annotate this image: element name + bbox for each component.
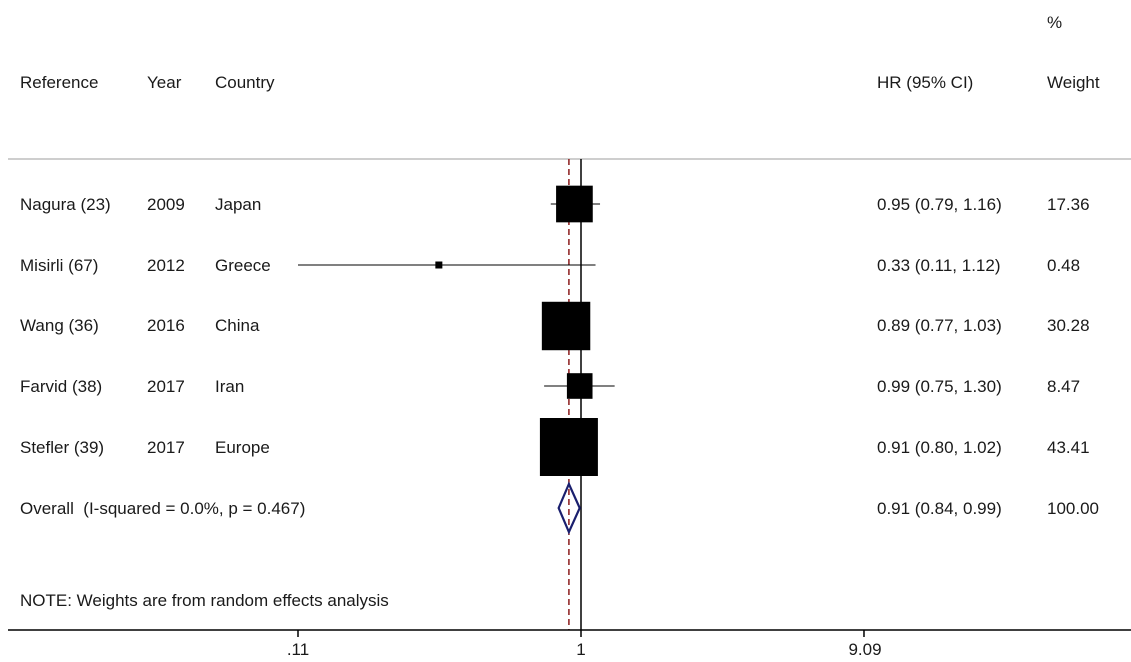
study-reference: Wang (36) [20,316,99,335]
study-country: Japan [215,195,262,214]
study-hr: 0.89 (0.77, 1.03) [877,316,1002,335]
study-country: Greece [215,256,271,275]
study-country: Iran [215,377,245,396]
overall-weight: 100.00 [1047,499,1099,518]
study-reference: Misirli (67) [20,256,99,275]
x-tick-label: 1 [576,640,586,659]
study-hr: 0.99 (0.75, 1.30) [877,377,1002,396]
year-header: Year [147,73,182,92]
study-weight: 0.48 [1047,256,1081,275]
footnote: NOTE: Weights are from random effects an… [20,591,389,610]
weight-box [566,373,593,399]
overall-hr: 0.91 (0.84, 0.99) [877,499,1002,518]
country-header: Country [215,73,275,92]
study-year: 2009 [147,195,185,214]
x-tick-label: .11 [286,640,310,659]
study-year: 2017 [147,438,185,457]
study-reference: Nagura (23) [20,195,111,214]
study-weight: 30.28 [1047,316,1090,335]
study-reference: Farvid (38) [20,377,103,396]
study-country: Europe [215,438,270,457]
study-year: 2017 [147,377,185,396]
study-country: China [215,316,260,335]
study-weight: 8.47 [1047,377,1081,396]
study-year: 2016 [147,316,185,335]
study-hr: 0.33 (0.11, 1.12) [877,256,1001,275]
study-reference: Stefler (39) [20,438,105,457]
overall-label: Overall (I-squared = 0.0%, p = 0.467) [20,499,306,518]
weight-box [539,418,598,476]
hr-header: HR (95% CI) [877,73,974,92]
study-weight: 43.41 [1047,438,1090,457]
reference-header: Reference [20,73,99,92]
study-weight: 17.36 [1047,195,1090,214]
weight-box [556,185,593,223]
weight-pct-header: % [1047,13,1063,32]
weight-header: Weight [1047,73,1100,92]
overall-diamond [557,481,581,535]
weight-box [541,301,591,351]
study-hr: 0.91 (0.80, 1.02) [877,438,1002,457]
study-year: 2012 [147,256,185,275]
study-hr: 0.95 (0.79, 1.16) [877,195,1002,214]
weight-box [435,261,443,269]
x-tick-label: 9.09 [848,640,882,659]
